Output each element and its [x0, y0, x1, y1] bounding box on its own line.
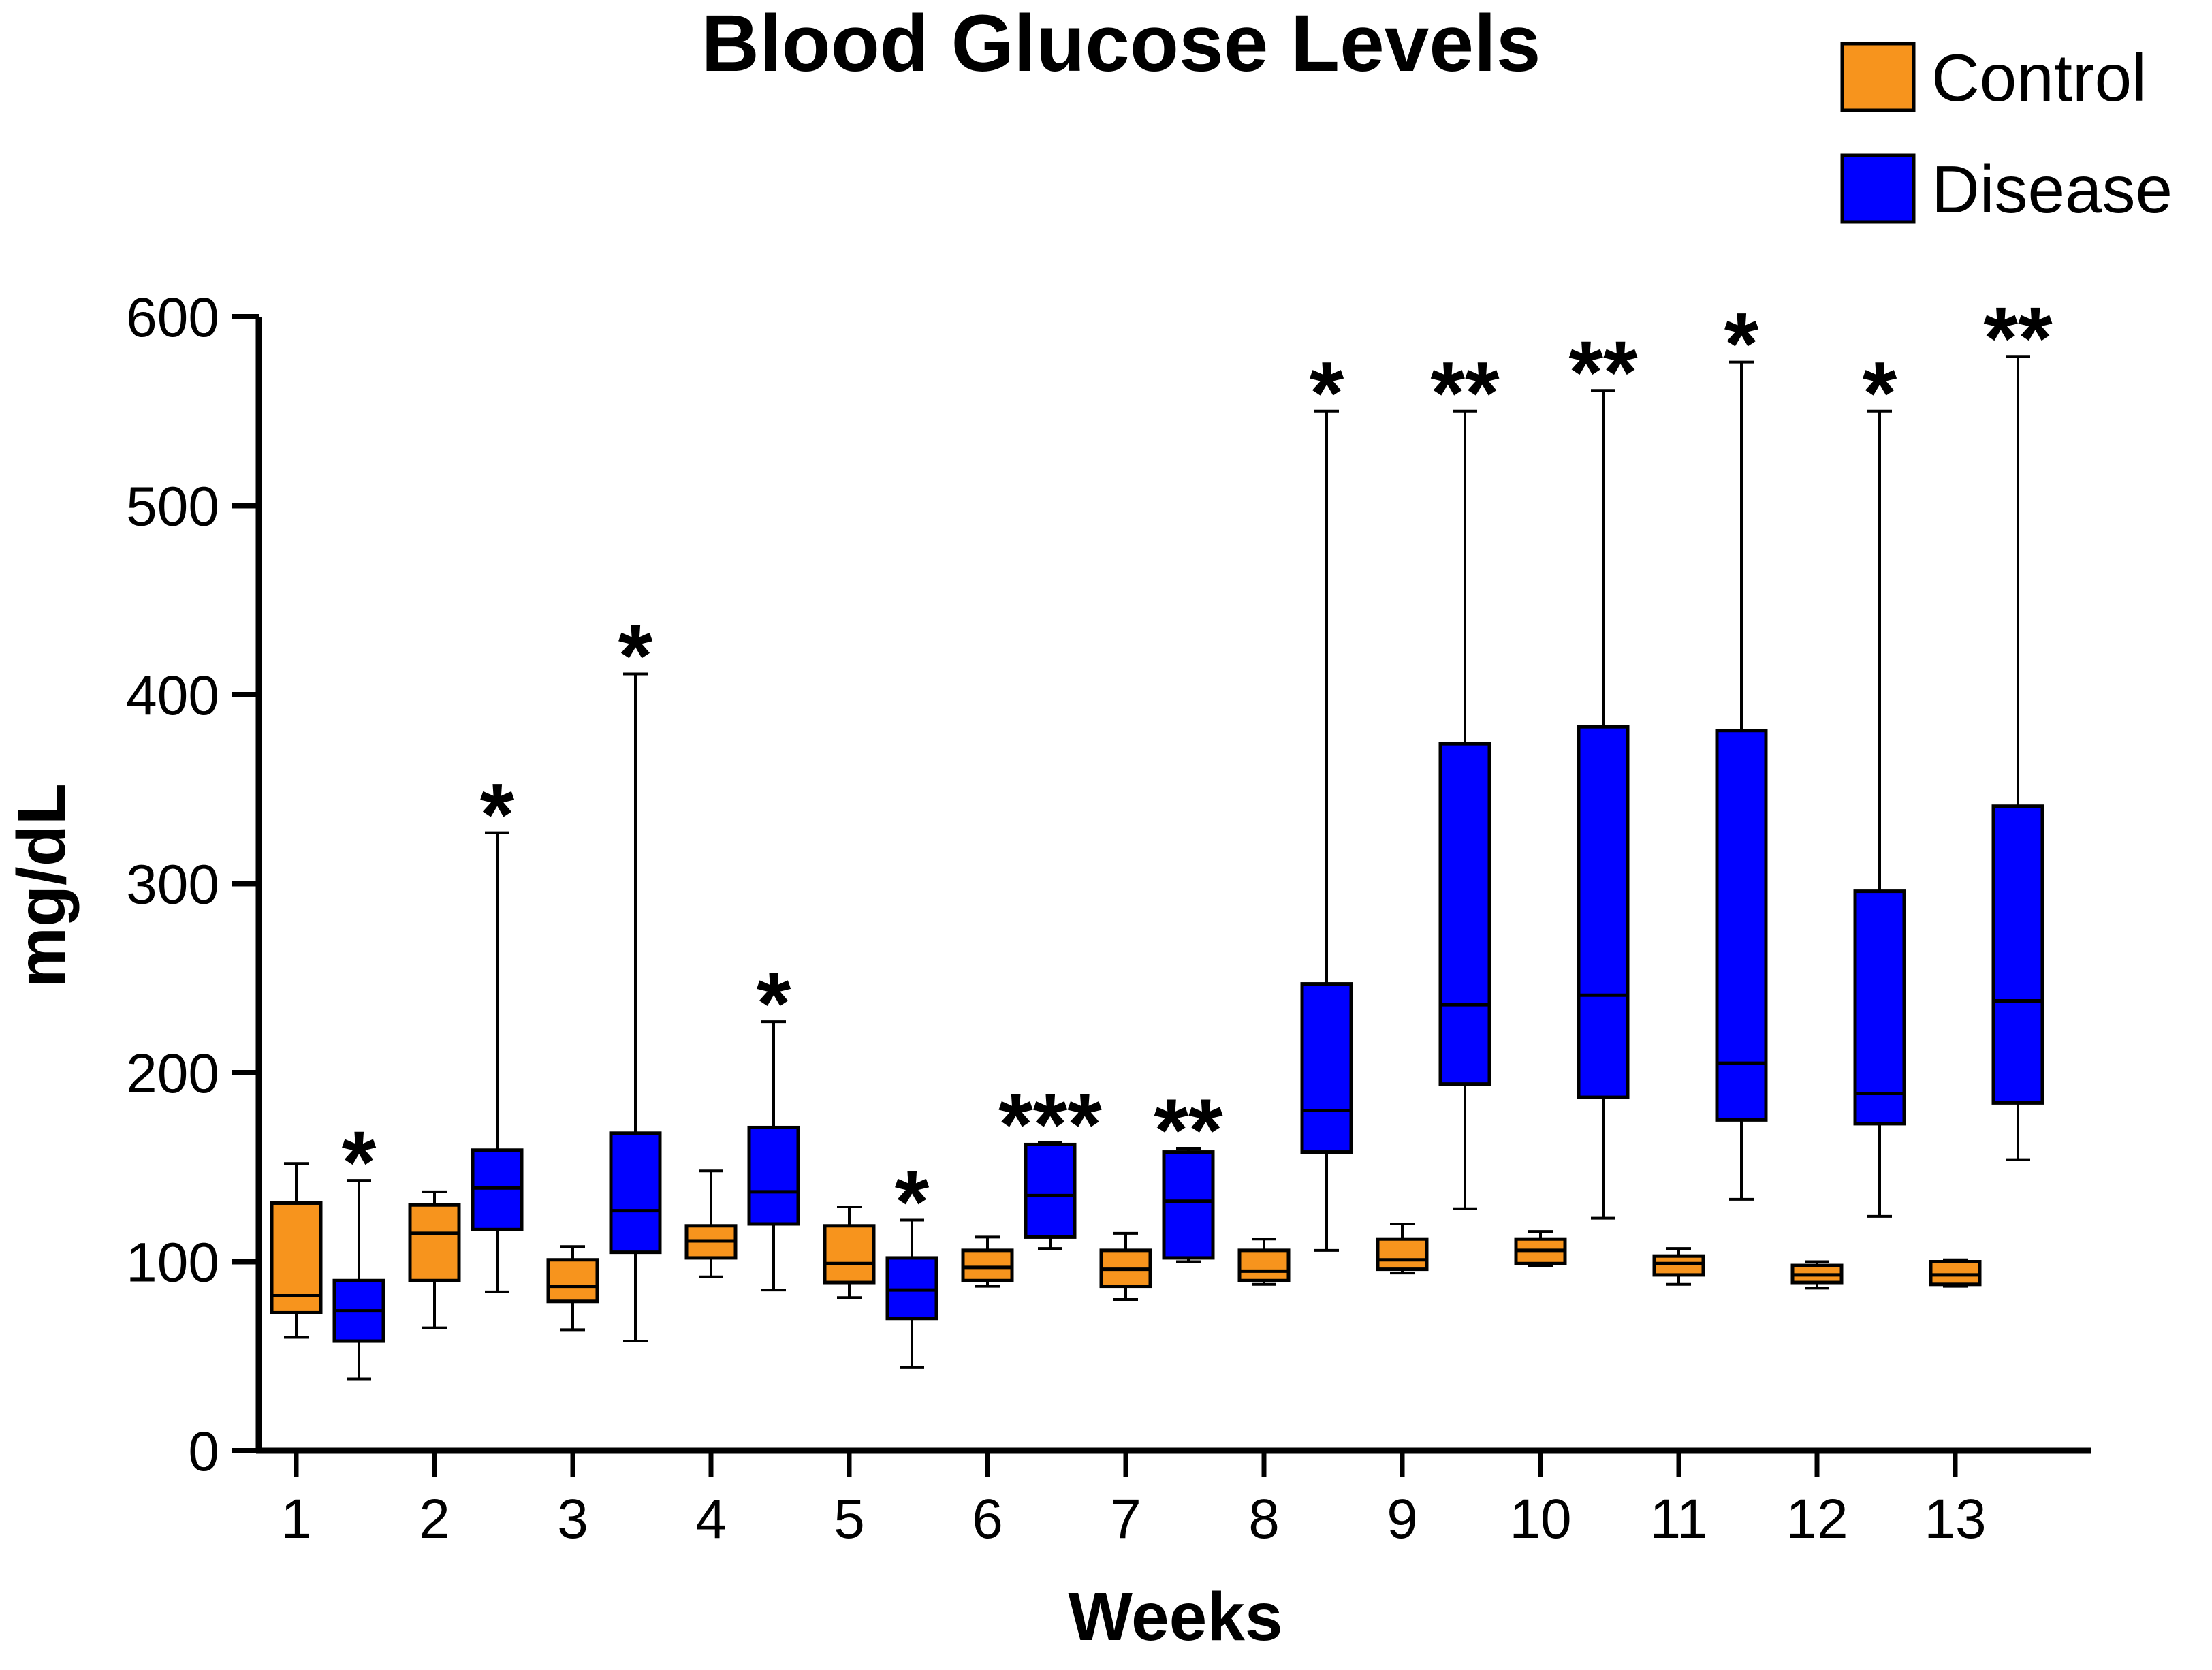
x-tick-label: 13	[1924, 1488, 1986, 1550]
box-control-week-4	[684, 1169, 738, 1278]
iqr-box	[1853, 889, 1906, 1126]
x-tick-label: 8	[1248, 1488, 1280, 1550]
iqr-box	[1715, 729, 1768, 1122]
box-control-week-5	[823, 1206, 876, 1299]
box-disease-week-9	[1438, 409, 1491, 1210]
iqr-box	[471, 1148, 524, 1231]
x-axis: 1 2 3 4 5 6 7 8 9 10 11 12 13	[256, 1447, 2091, 1550]
significance-mark: *	[1310, 343, 1344, 443]
y-tick-label: 300	[126, 854, 219, 916]
x-tick-label: 6	[972, 1488, 1003, 1550]
significance-mark: *	[757, 954, 791, 1053]
x-tick-label: 2	[419, 1488, 450, 1550]
x-tick-label: 11	[1649, 1488, 1707, 1550]
y-tick-label: 100	[126, 1232, 219, 1294]
legend-swatch-control	[1840, 42, 1916, 112]
x-tick-label: 12	[1786, 1488, 1848, 1550]
x-axis-title: Weeks	[1068, 1579, 1282, 1655]
significance-mark: *	[895, 1152, 930, 1251]
legend-label-disease: Disease	[1931, 152, 2172, 227]
x-tick-label: 10	[1509, 1488, 1571, 1550]
significance-mark: *	[1724, 294, 1759, 394]
legend: Control Disease	[1840, 40, 2172, 227]
iqr-box	[408, 1203, 461, 1282]
significance-mark: *	[342, 1112, 377, 1212]
y-tick-label: 400	[126, 665, 219, 727]
x-tick-label: 5	[834, 1488, 865, 1550]
iqr-box	[1991, 804, 2044, 1105]
box-disease-week-5	[885, 1218, 938, 1369]
iqr-box	[823, 1224, 876, 1285]
x-tick-label: 9	[1387, 1488, 1418, 1550]
iqr-box	[1929, 1260, 1982, 1287]
y-tick-label: 200	[126, 1043, 219, 1105]
boxes-layer	[270, 355, 2044, 1381]
significance-layer: ******** *** ** ** * ***	[342, 288, 2053, 1251]
box-disease-week-10	[1577, 389, 1630, 1220]
significance-mark: *	[480, 765, 515, 864]
significance-mark: **	[1154, 1080, 1223, 1180]
box-disease-week-12	[1853, 409, 1906, 1218]
significance-mark: **	[1983, 288, 2053, 388]
box-disease-week-11	[1715, 360, 1768, 1201]
iqr-box	[546, 1258, 599, 1304]
box-disease-week-3	[609, 672, 662, 1343]
box-control-week-2	[408, 1190, 461, 1329]
iqr-box	[1300, 982, 1353, 1154]
legend-label-control: Control	[1931, 40, 2147, 115]
iqr-box	[609, 1131, 662, 1255]
iqr-box	[961, 1248, 1014, 1282]
y-axis: 0 100 200 300 400 500 600	[126, 287, 262, 1483]
box-control-week-6	[961, 1235, 1014, 1288]
box-control-week-1	[270, 1162, 323, 1339]
box-control-week-13	[1929, 1258, 1982, 1288]
significance-mark: *	[1863, 343, 1897, 443]
iqr-box	[1438, 742, 1491, 1086]
iqr-box	[1652, 1254, 1705, 1277]
box-disease-week-6	[1024, 1141, 1077, 1250]
box-disease-week-13	[1991, 355, 2044, 1161]
box-disease-week-7	[1162, 1147, 1215, 1263]
x-tick-label: 3	[557, 1488, 588, 1550]
iqr-box	[1376, 1237, 1429, 1272]
iqr-box	[1024, 1142, 1077, 1239]
y-tick-label: 500	[126, 476, 219, 538]
iqr-box	[1162, 1150, 1215, 1260]
significance-mark: ***	[998, 1075, 1102, 1174]
box-control-week-3	[546, 1245, 599, 1332]
legend-swatch-disease	[1840, 153, 1916, 224]
significance-mark: *	[618, 605, 653, 705]
y-axis-title: mg/dL	[3, 783, 80, 988]
iqr-box	[885, 1256, 938, 1321]
box-disease-week-4	[747, 1020, 800, 1292]
iqr-box	[747, 1125, 800, 1226]
x-tick-label: 7	[1110, 1488, 1141, 1550]
iqr-box	[1237, 1248, 1291, 1282]
y-tick-label: 0	[188, 1421, 219, 1483]
significance-mark: **	[1430, 343, 1500, 443]
significance-mark: **	[1568, 322, 1638, 422]
box-disease-week-1	[332, 1179, 385, 1381]
box-control-week-7	[1099, 1231, 1152, 1301]
y-tick-label: 600	[126, 287, 219, 349]
iqr-box	[1577, 725, 1630, 1099]
box-disease-week-8	[1300, 409, 1353, 1252]
box-control-week-9	[1376, 1223, 1429, 1275]
x-tick-label: 1	[281, 1488, 312, 1550]
x-tick-label: 4	[695, 1488, 727, 1550]
box-control-week-11	[1652, 1247, 1705, 1286]
chart-title: Blood Glucose Levels	[701, 0, 1541, 89]
box-control-week-8	[1237, 1238, 1291, 1286]
box-control-week-12	[1790, 1260, 1844, 1290]
box-control-week-10	[1514, 1230, 1567, 1267]
box-disease-week-2	[471, 831, 524, 1293]
